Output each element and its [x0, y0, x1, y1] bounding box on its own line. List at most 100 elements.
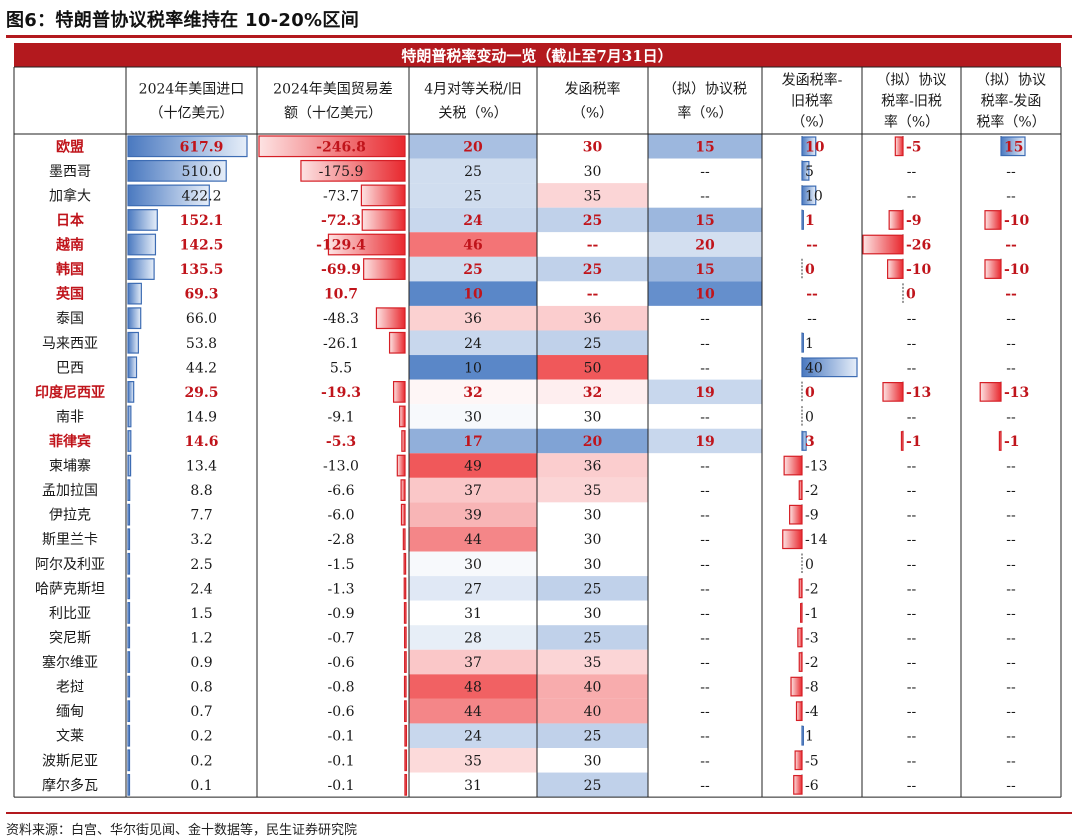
imports-bar [127, 184, 210, 207]
diff-bar-negative [888, 210, 904, 230]
diff-value: -- [907, 680, 917, 696]
diff-bar-negative [798, 578, 803, 599]
diff-value: -2 [805, 581, 819, 597]
deal-cell [648, 723, 762, 748]
column-header-text: （拟）协议税 [663, 82, 747, 98]
column-header-text: 关税（%） [438, 106, 507, 122]
diff-value: -3 [805, 630, 819, 646]
imports-bar [127, 552, 131, 575]
imports-value: 0.2 [190, 729, 212, 745]
imports-bar [127, 307, 142, 330]
diff-value: -- [1006, 409, 1016, 425]
imports-bar [127, 430, 132, 452]
imports-bar [127, 381, 135, 403]
april-cell [409, 502, 537, 527]
imports-bar [127, 135, 248, 158]
april-value: 30 [464, 557, 482, 573]
deal-cell [648, 674, 762, 699]
balance-value: -9.1 [328, 409, 355, 425]
balance-value: -26.1 [323, 336, 359, 352]
diff-value: -8 [805, 680, 819, 696]
april-value: 31 [464, 778, 482, 794]
figure-title: 图6：特朗普协议税率维持在 10-20%区间 [6, 10, 359, 31]
diff-value: -- [806, 238, 818, 254]
diff-value: -- [1006, 680, 1016, 696]
imports-value: 0.9 [190, 655, 212, 671]
diff-value: -- [907, 164, 917, 180]
diff-bar-negative [984, 259, 1002, 279]
diff-value: -- [907, 360, 917, 376]
balance-value: -73.7 [323, 188, 359, 204]
diff-value: -10 [1004, 262, 1030, 278]
balance-value: -19.3 [321, 385, 361, 401]
diff-value: -- [907, 729, 917, 745]
diff-value: 1 [805, 336, 814, 352]
column-header-text: 税率-旧税 [881, 93, 942, 110]
balance-bar [399, 405, 406, 428]
column-header-text: 2024年美国进口 [139, 82, 245, 98]
imports-value: 8.8 [190, 483, 212, 499]
diff-value: -- [907, 483, 917, 499]
row-label: 孟加拉国 [42, 483, 98, 499]
diff-value: -5 [805, 753, 819, 769]
column-header-text: 额（十亿美元） [284, 106, 382, 122]
deal-cell [648, 134, 762, 159]
diff-value: -13 [906, 385, 931, 401]
diff-value: -- [1006, 704, 1016, 720]
letter-cell [537, 748, 648, 773]
deal-value: -- [700, 188, 710, 204]
deal-value: -- [700, 409, 710, 425]
balance-value: -0.9 [328, 606, 355, 622]
row-label: 菲律宾 [49, 433, 91, 450]
imports-value: 0.7 [190, 704, 212, 720]
balance-value: -246.8 [316, 139, 366, 155]
diff-value: -- [907, 753, 917, 769]
diff-value: -- [907, 311, 917, 327]
imports-value: 2.4 [190, 581, 212, 597]
april-value: 20 [463, 139, 483, 155]
imports-bar [127, 626, 131, 649]
balance-bar [401, 430, 406, 452]
diff-value: 3 [805, 434, 815, 450]
diff-value: -- [1006, 164, 1016, 180]
diff-bar-negative [887, 259, 904, 279]
april-cell [409, 404, 537, 429]
deal-value: 19 [695, 434, 714, 450]
row-label: 日本 [56, 212, 85, 229]
letter-cell [537, 256, 648, 282]
diff-value: 40 [805, 360, 823, 376]
imports-bar [127, 773, 131, 796]
april-cell [409, 576, 537, 601]
april-value: 37 [464, 483, 482, 499]
imports-value: 29.5 [184, 385, 218, 401]
balance-value: -72.3 [321, 213, 361, 229]
april-cell [409, 232, 537, 257]
imports-value: 510.0 [181, 164, 221, 180]
imports-bar [127, 675, 131, 698]
balance-value: -48.3 [323, 311, 359, 327]
column-header-text: 发函税率- [782, 72, 843, 89]
april-value: 49 [464, 459, 482, 475]
april-value: 37 [464, 655, 482, 671]
row-label: 哈萨克斯坦 [35, 581, 105, 597]
diff-bar-positive [801, 136, 817, 157]
deal-cell [648, 330, 762, 356]
table-title: 特朗普税率变动一览（截止至7月31日） [401, 47, 672, 65]
diff-bar-negative [862, 234, 904, 255]
diff-value: -- [1006, 778, 1016, 794]
letter-value: 30 [584, 532, 602, 548]
column-header-text: 发函税率 [565, 81, 621, 98]
deal-cell [648, 576, 762, 601]
letter-cell [537, 698, 648, 724]
diff-bar-negative [798, 480, 803, 500]
imports-value: 135.5 [180, 262, 224, 278]
column-header-text: 税率-发函 [981, 93, 1042, 110]
diff-value: -6 [805, 778, 819, 794]
diff-value: -- [1006, 360, 1016, 376]
balance-value: -1.3 [328, 581, 355, 597]
diff-bar-positive [801, 160, 810, 181]
column-header-text: 税率（%） [976, 114, 1045, 131]
imports-bar [127, 749, 131, 772]
april-value: 44 [464, 532, 482, 548]
